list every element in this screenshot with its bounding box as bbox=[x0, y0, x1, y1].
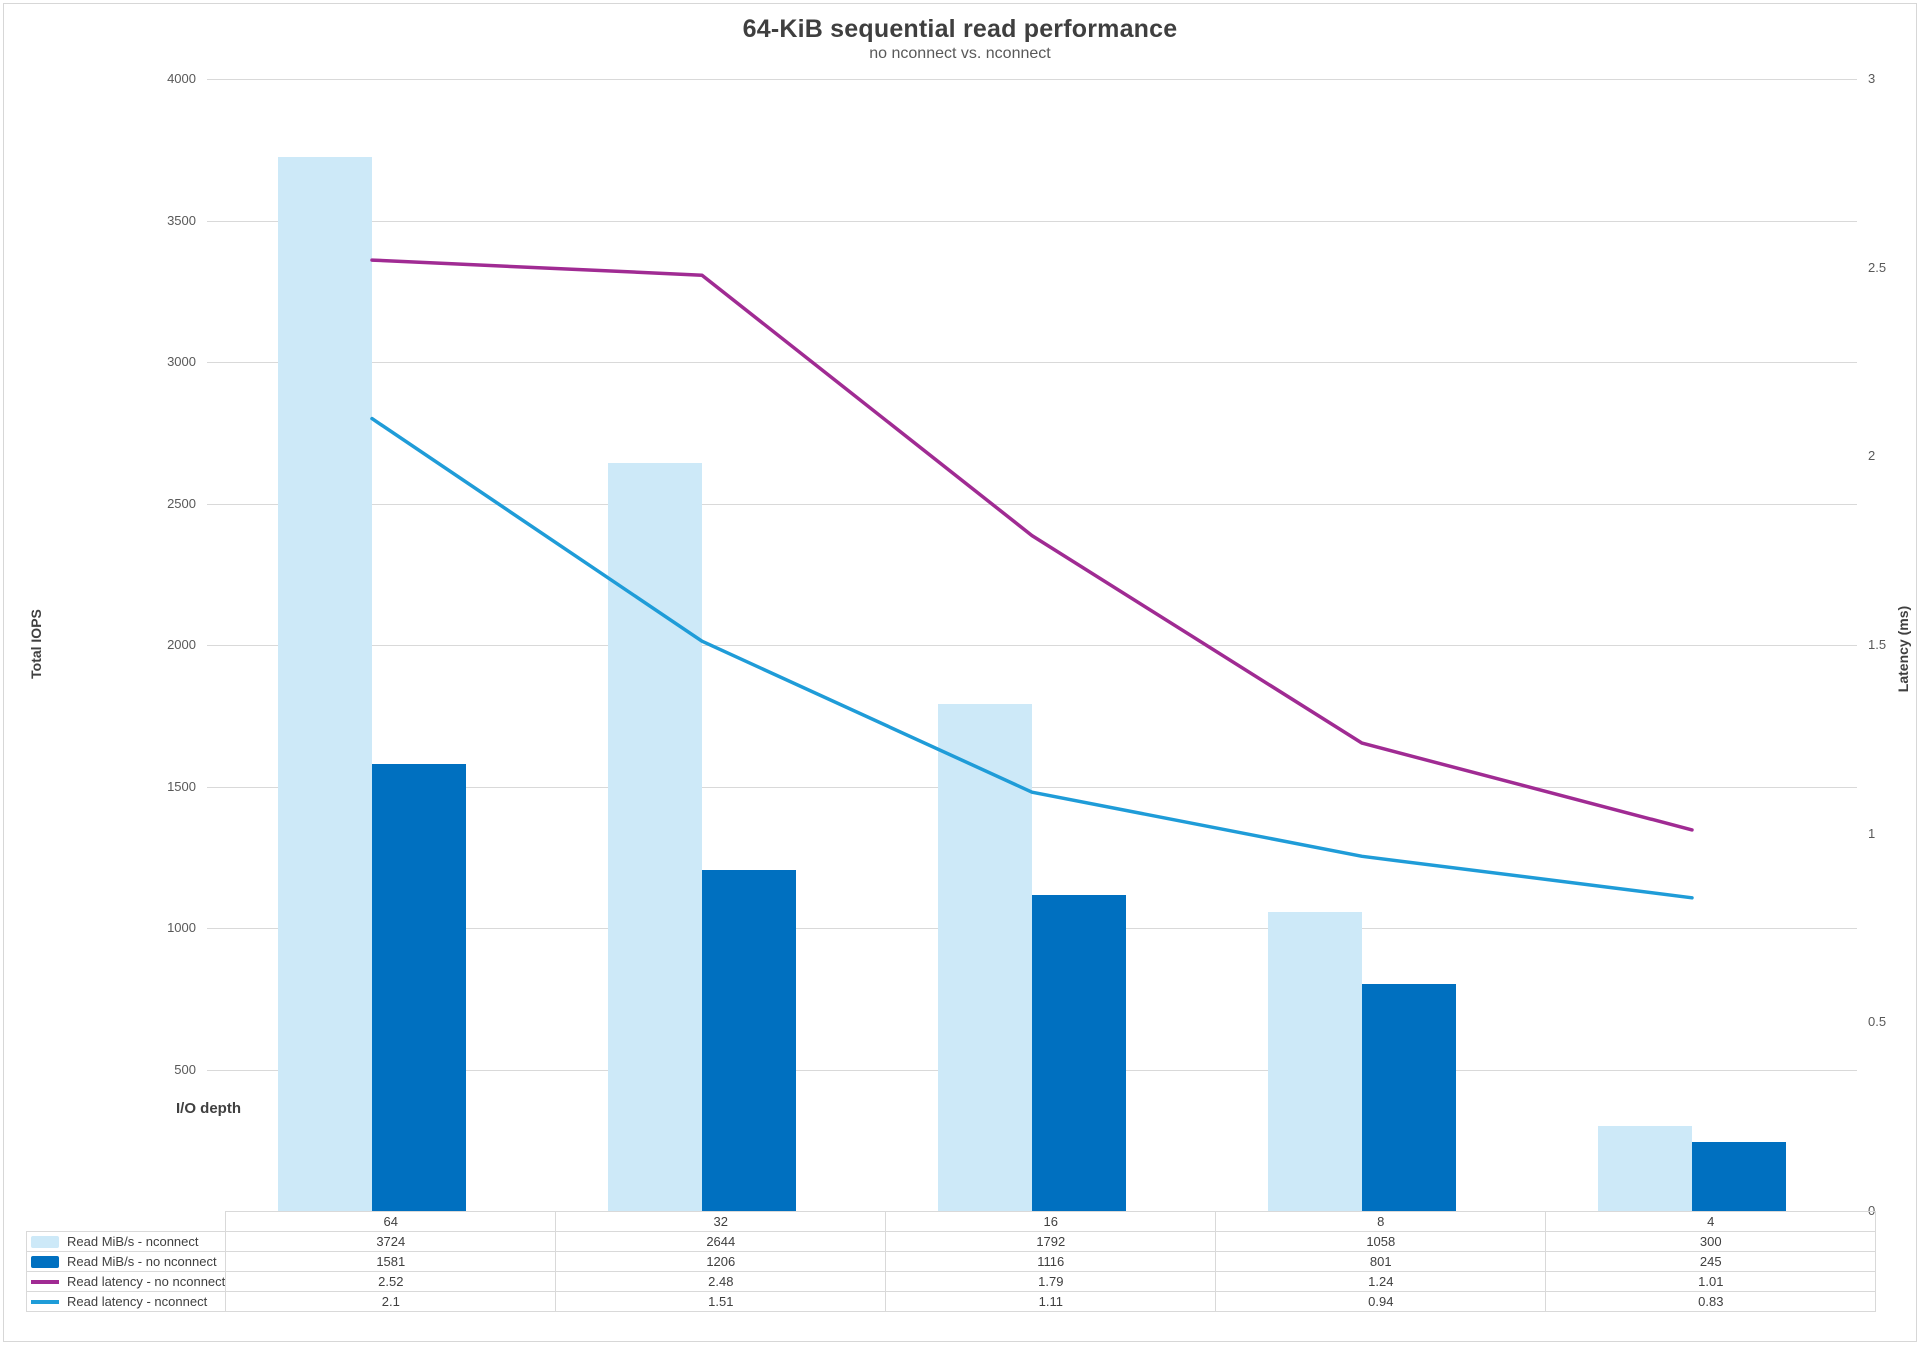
gridline bbox=[207, 362, 1857, 363]
value-cell: 245 bbox=[1545, 1251, 1877, 1272]
left-axis-tick: 1500 bbox=[167, 778, 196, 794]
value-cell: 2.48 bbox=[555, 1271, 887, 1292]
table-row: Read latency - no nconnect 2.52 2.48 1.79 1.… bbox=[25, 1271, 1877, 1292]
table-header-row: 64 32 16 8 4 bbox=[27, 1211, 1877, 1232]
value-cell: 1116 bbox=[885, 1251, 1217, 1272]
legend-line-swatch bbox=[31, 1299, 59, 1304]
bar-nconnect bbox=[938, 703, 1032, 1211]
value-cell: 1.51 bbox=[555, 1291, 887, 1312]
left-axis-tick: 4000 bbox=[167, 71, 196, 86]
value-cell: 2.1 bbox=[225, 1291, 557, 1312]
plot-area bbox=[207, 79, 1857, 1211]
bar-no-nconnect bbox=[1032, 895, 1126, 1211]
value-cell: 2.52 bbox=[225, 1271, 557, 1292]
left-axis-tick: 3000 bbox=[167, 354, 196, 369]
legend-bar-swatch bbox=[31, 1255, 59, 1268]
bar-no-nconnect bbox=[1692, 1141, 1786, 1211]
bar-no-nconnect bbox=[372, 763, 466, 1211]
table-row: Read MiB/s - nconnect 3724 2644 1792 1058 300 bbox=[25, 1231, 1877, 1252]
bar-nconnect bbox=[1268, 911, 1362, 1211]
chart-subtitle: no nconnect vs. nconnect bbox=[869, 45, 1051, 62]
left-axis-tick: 1000 bbox=[167, 920, 196, 935]
data-table: 64 32 16 8 4 Read MiB/s - nconnect 3724 2644 179… bbox=[25, 1211, 1877, 1312]
gridline bbox=[207, 79, 1857, 80]
right-axis-tick: 3 bbox=[1868, 71, 1876, 86]
legend-cell: Read latency - nconnect bbox=[25, 1291, 227, 1312]
legend-label: Read latency - no nconnect bbox=[67, 1274, 226, 1289]
legend-entry: Read latency - no nconnect bbox=[28, 1274, 226, 1289]
value-cell: 1206 bbox=[555, 1251, 887, 1272]
table-row: Read latency - nconnect 2.1 1.51 1.11 0.94 0.… bbox=[25, 1291, 1877, 1312]
right-axis-tick: 1 bbox=[1868, 825, 1876, 841]
value-cell: 1792 bbox=[885, 1231, 1217, 1252]
right-axis-tick: 2.5 bbox=[1868, 259, 1887, 275]
chart-container: 64-KiB sequential read performance no nc… bbox=[3, 3, 1917, 1342]
right-axis-tick: 0 bbox=[1868, 1203, 1876, 1218]
category-header-cell: 64 bbox=[225, 1211, 557, 1232]
legend-entry: Read latency - nconnect bbox=[28, 1294, 225, 1309]
left-axis-tick: 500 bbox=[174, 1061, 196, 1077]
category-header-cell: 16 bbox=[885, 1211, 1217, 1232]
bar-no-nconnect bbox=[1362, 984, 1456, 1211]
value-cell: 0.83 bbox=[1545, 1291, 1877, 1312]
gridline bbox=[207, 220, 1857, 222]
value-cell: 0.94 bbox=[1215, 1291, 1547, 1312]
left-axis-tick: 2500 bbox=[167, 495, 196, 511]
legend-cell: Read MiB/s - no nconnect bbox=[25, 1251, 227, 1272]
bar-no-nconnect bbox=[702, 869, 796, 1211]
category-header-cell: 4 bbox=[1545, 1211, 1877, 1232]
value-cell: 1581 bbox=[225, 1251, 557, 1272]
value-cell: 1058 bbox=[1215, 1231, 1547, 1252]
value-cell: 3724 bbox=[225, 1231, 557, 1252]
left-axis-title: Total IOPS bbox=[28, 609, 44, 679]
latency-lines bbox=[370, 258, 1694, 900]
legend-entry: Read MiB/s - nconnect bbox=[28, 1234, 225, 1249]
value-cell: 1.24 bbox=[1215, 1271, 1547, 1292]
right-axis-tick: 2 bbox=[1868, 448, 1876, 464]
gridline bbox=[207, 503, 1857, 505]
right-axis-title: Latency (ms) bbox=[1895, 605, 1911, 693]
right-axis-tick: 1.5 bbox=[1868, 637, 1887, 652]
value-cell: 1.01 bbox=[1545, 1271, 1877, 1292]
line-no-nconnect bbox=[370, 258, 1694, 832]
value-cell: 1.11 bbox=[885, 1291, 1217, 1312]
x-axis-title: I/O depth bbox=[176, 1100, 241, 1117]
legend-label: Read MiB/s - nconnect bbox=[67, 1234, 199, 1249]
bar-nconnect bbox=[1598, 1126, 1692, 1211]
right-axis-tick: 0.5 bbox=[1868, 1014, 1887, 1030]
legend-label: Read latency - nconnect bbox=[67, 1294, 208, 1309]
gridline bbox=[207, 786, 1857, 788]
legend-bar-swatch bbox=[31, 1235, 59, 1248]
category-header-cell: 32 bbox=[555, 1211, 887, 1232]
category-header-cell: 8 bbox=[1215, 1211, 1547, 1232]
chart-title: 64-KiB sequential read performance bbox=[742, 15, 1178, 43]
table-row: Read MiB/s - no nconnect 1581 1206 1116 801 2… bbox=[25, 1251, 1877, 1272]
value-cell: 2644 bbox=[555, 1231, 887, 1252]
legend-line-swatch bbox=[31, 1279, 59, 1284]
gridline bbox=[207, 645, 1857, 646]
table-corner-cell bbox=[27, 1212, 226, 1232]
value-cell: 1.79 bbox=[885, 1271, 1217, 1292]
line-nconnect bbox=[370, 416, 1694, 900]
legend-entry: Read MiB/s - no nconnect bbox=[28, 1254, 225, 1269]
legend-cell: Read MiB/s - nconnect bbox=[25, 1231, 227, 1252]
legend-cell: Read latency - no nconnect bbox=[25, 1271, 227, 1292]
left-axis-tick: 2000 bbox=[167, 637, 196, 652]
value-cell: 300 bbox=[1545, 1231, 1877, 1252]
bar-nconnect bbox=[278, 157, 372, 1211]
value-cell: 801 bbox=[1215, 1251, 1547, 1272]
left-axis-tick: 3500 bbox=[167, 212, 196, 228]
legend-label: Read MiB/s - no nconnect bbox=[67, 1254, 217, 1269]
